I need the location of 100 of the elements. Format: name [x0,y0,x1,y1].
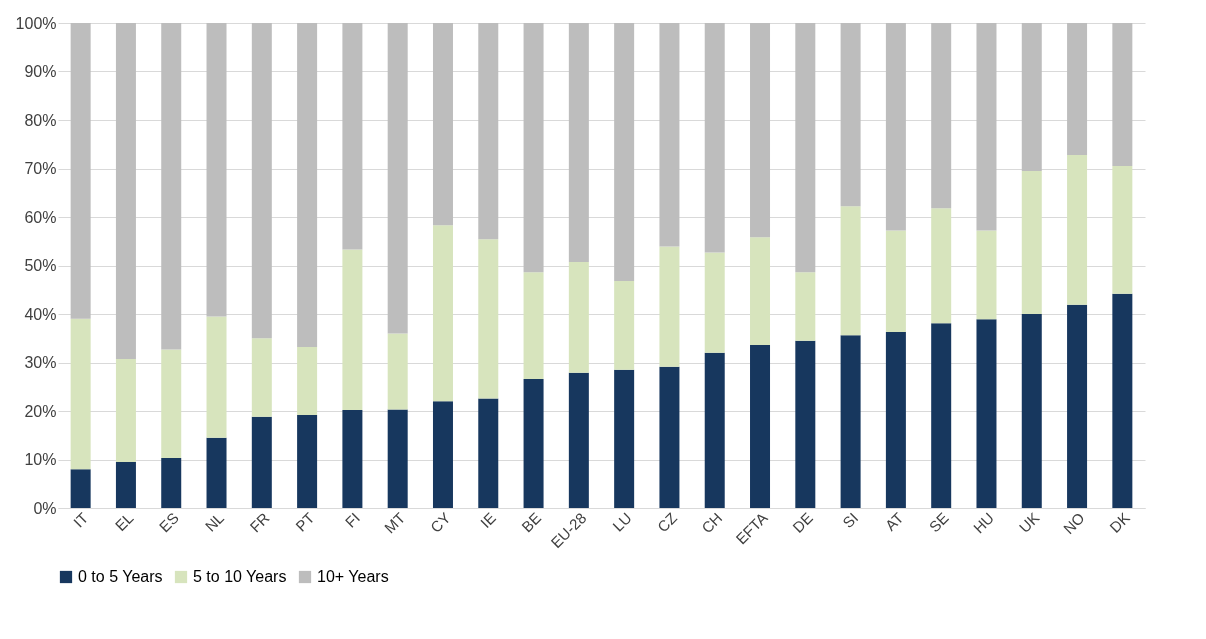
y-tick-label: 20% [24,402,57,420]
bar [840,335,861,508]
y-tick-label: 50% [24,257,57,274]
bar [885,23,906,231]
legend-label: 10+ Years [317,568,389,585]
bar [251,23,272,339]
bar [614,369,635,508]
y-tick-label: 10% [24,451,57,468]
y-tick-label: 40% [24,305,57,323]
bar [206,23,227,317]
bar [432,401,453,508]
x-tick-label: LU [609,509,635,535]
bar [387,23,408,334]
x-tick-label: UK [1015,509,1043,536]
bar [750,345,771,508]
bar [885,230,906,332]
x-tick-label: SE [925,509,952,536]
bar [931,23,952,209]
x-tick-label: NO [1059,509,1088,538]
bar [976,319,997,508]
bar [568,372,589,508]
bar [342,23,363,250]
x-tick-label: NL [201,509,228,535]
bar [659,246,680,367]
bar [1112,293,1133,508]
bar [568,262,589,373]
x-tick-label: IE [476,509,499,532]
bar [840,23,861,207]
bar [795,23,816,273]
bar [931,208,952,324]
bar [1112,23,1133,167]
bar [297,346,318,415]
bar [432,225,453,402]
bar [206,437,227,508]
bar [1067,304,1088,508]
bar [795,340,816,508]
x-tick-label: PT [292,509,318,535]
bar [478,23,499,240]
bar [387,333,408,410]
bar [478,239,499,399]
y-tick-label: 100% [15,14,57,32]
x-tick-label: BE [518,509,545,536]
bar [976,230,997,320]
bar [704,352,725,508]
bar [750,237,771,346]
bar [297,23,318,347]
x-tick-label: CZ [653,509,681,536]
legend-label: 5 to 10 Years [193,568,287,585]
bar [342,410,363,508]
y-tick-label: 30% [24,354,57,371]
x-tick-label: FI [341,509,363,531]
x-tick-label: IT [69,509,92,531]
bar [70,469,91,508]
y-tick-label: 0% [33,499,57,517]
legend-label: 0 to 5 Years [78,568,163,585]
bar [1021,170,1042,314]
bar [115,23,136,360]
bar [297,414,318,508]
x-tick-label: MT [380,509,409,537]
x-tick-label: CY [426,509,454,536]
x-tick-label: EL [111,509,137,535]
x-tick-label: CH [697,509,726,537]
bar [432,23,453,226]
y-tick-label: 60% [24,208,57,226]
bar [115,461,136,508]
bar [523,272,544,379]
bar [251,338,272,417]
bar [614,23,635,282]
bar [161,23,182,350]
bar [704,23,725,253]
bar [614,281,635,370]
y-tick-label: 90% [24,63,57,80]
bar [115,359,136,462]
bar [342,249,363,411]
bar [70,23,91,319]
bar [523,23,544,273]
bar [523,378,544,508]
bar [478,398,499,508]
bar [1067,23,1088,155]
bar [659,366,680,508]
bar [795,272,816,341]
bar [206,316,227,438]
x-tick-label: HU [969,509,998,537]
bar [1021,314,1042,508]
bar [931,323,952,508]
bar [251,416,272,508]
bar [704,252,725,353]
bar [387,409,408,508]
x-tick-label: DE [789,509,816,536]
bar [1021,23,1042,171]
bar [885,331,906,508]
bar [659,23,680,247]
x-tick-label: SI [839,509,862,532]
bar [1112,166,1133,294]
y-tick-label: 70% [24,160,57,177]
bar [70,318,91,470]
x-tick-label: AT [881,509,907,534]
x-tick-label: ES [155,509,182,536]
bar [976,23,997,231]
bar [840,206,861,336]
